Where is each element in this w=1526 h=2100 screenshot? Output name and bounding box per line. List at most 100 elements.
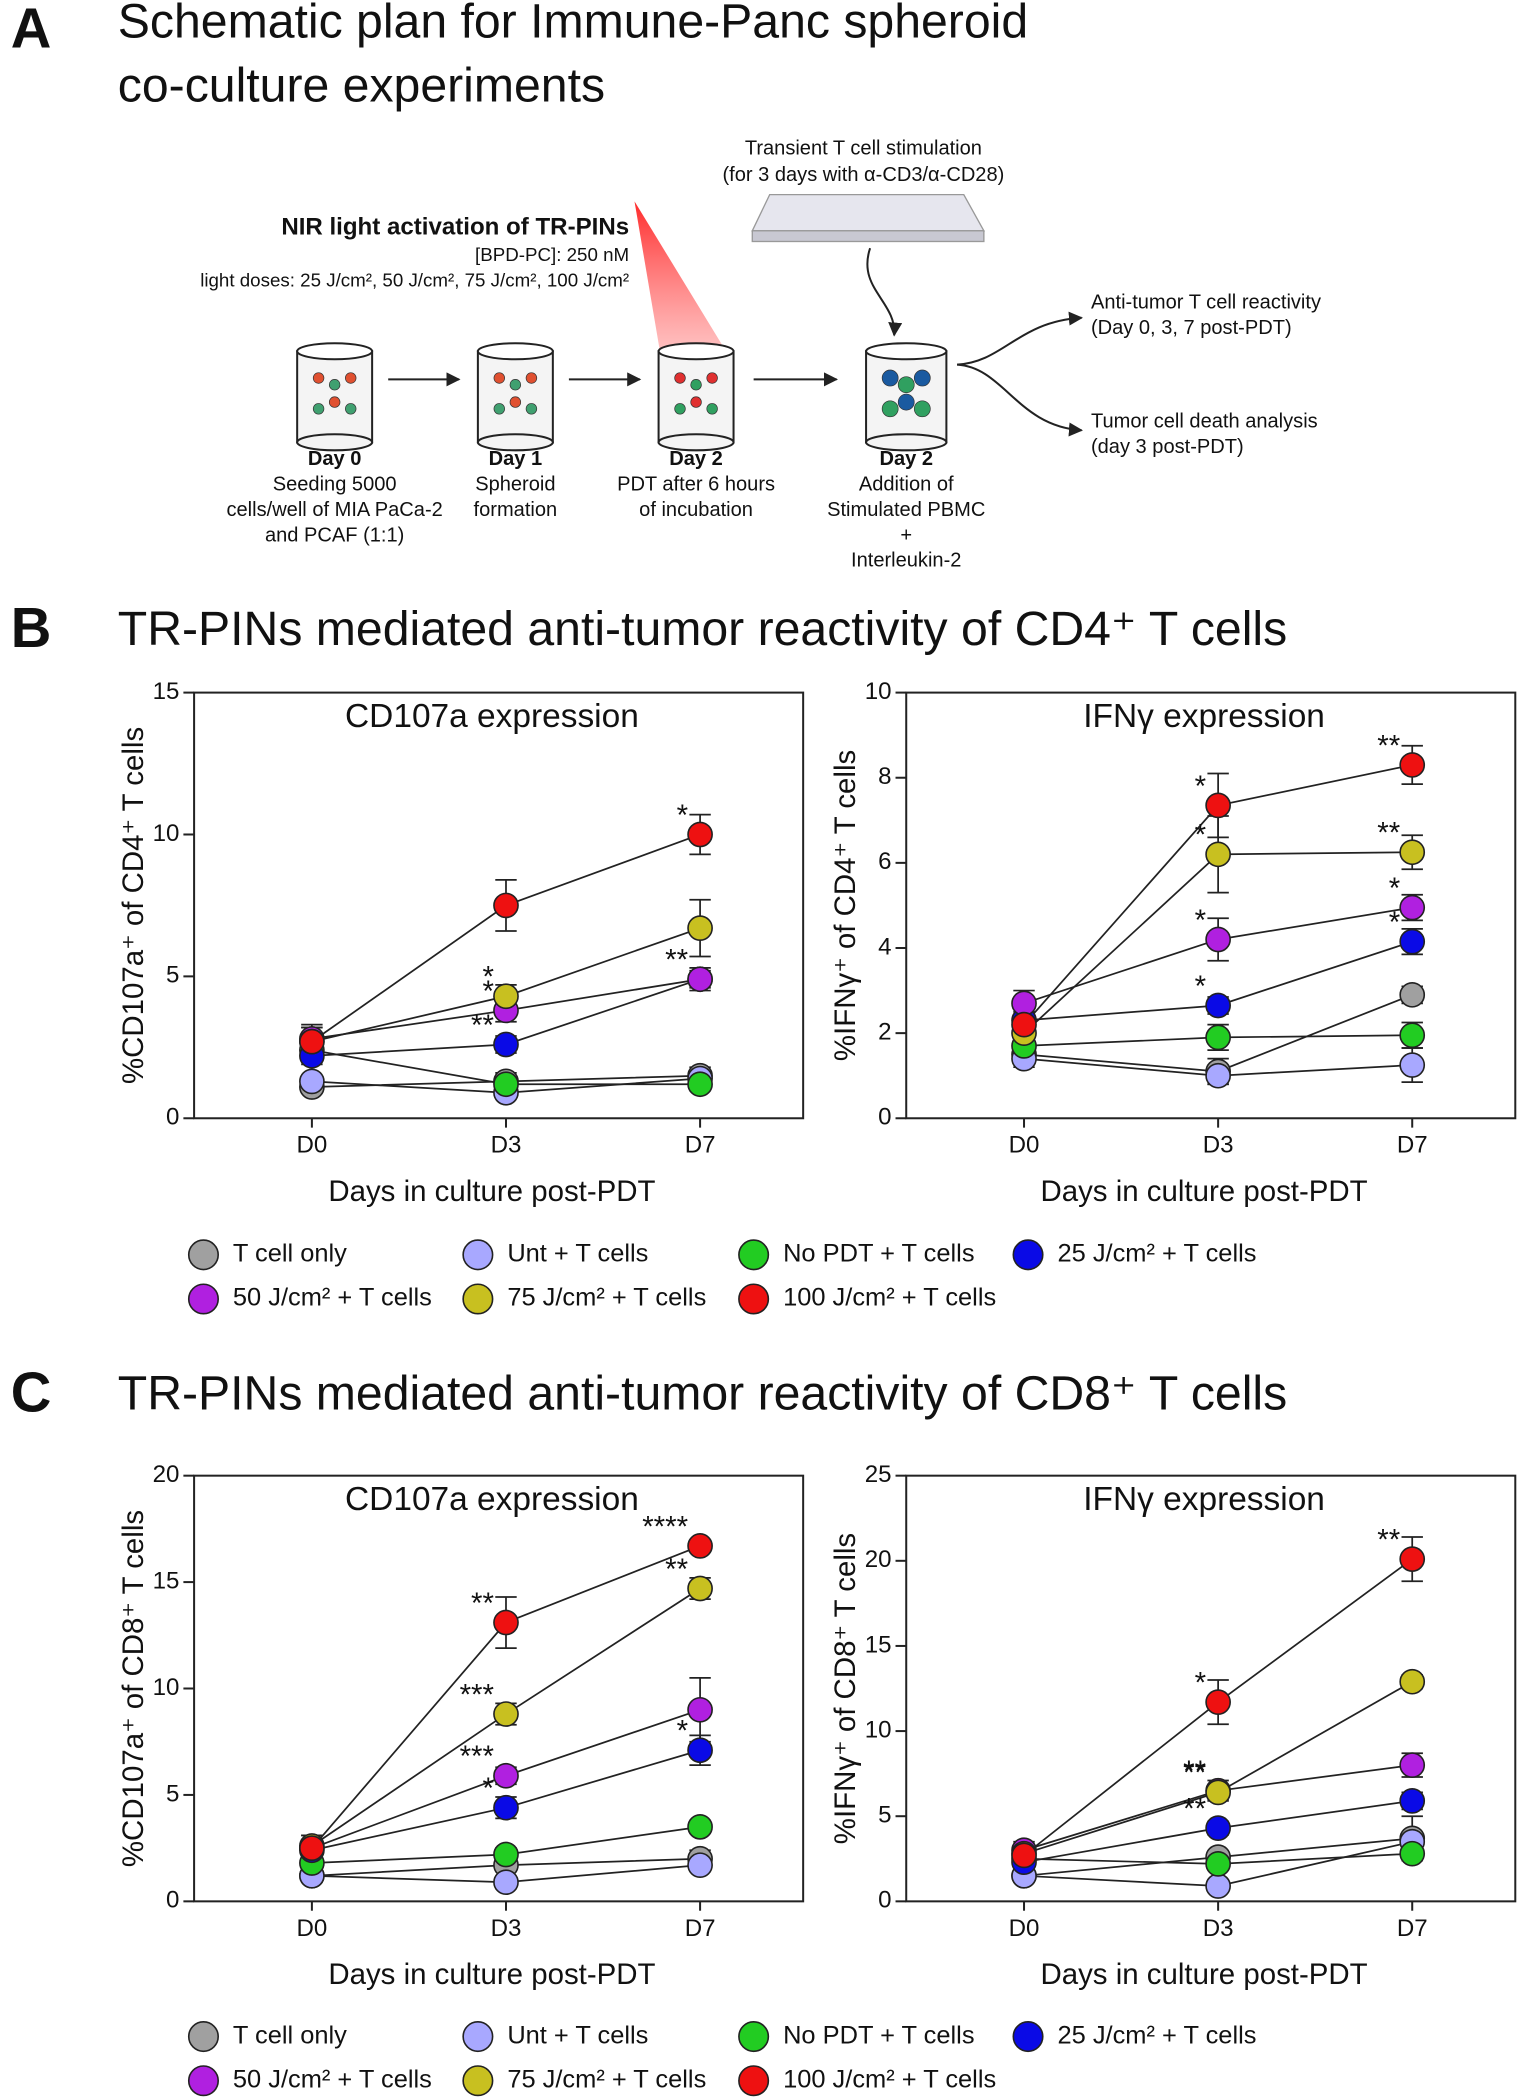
cell xyxy=(509,396,522,408)
well-top xyxy=(657,342,735,361)
light-doses: light doses: 25 J/cm², 50 J/cm², 75 J/cm… xyxy=(200,270,629,291)
legend-marker xyxy=(738,2065,770,2097)
step-text: Spheroid xyxy=(475,473,555,495)
x-tick-label: D3 xyxy=(491,1132,522,1159)
marker xyxy=(687,1575,713,1602)
marker xyxy=(687,966,713,993)
y-tick-label: 20 xyxy=(153,1461,180,1488)
legend-marker xyxy=(462,2021,494,2053)
marker xyxy=(1399,1546,1426,1572)
panel-letter: B xyxy=(11,596,52,659)
marker xyxy=(1205,1851,1231,1877)
step-day: Day 0 xyxy=(308,448,362,470)
marker xyxy=(687,1814,713,1840)
cell xyxy=(881,400,899,418)
well-top xyxy=(476,342,554,361)
significance: * xyxy=(1195,770,1206,803)
cell xyxy=(706,372,718,384)
x-tick-label: D0 xyxy=(297,1132,328,1159)
chart: IFNγ expression 0 2 4 6 8 10 D0 D3 D7 Days in cult… xyxy=(829,678,1517,1208)
cell xyxy=(328,379,341,391)
marker xyxy=(493,1869,519,1896)
legend-label: 75 J/cm² + T cells xyxy=(507,2065,706,2093)
x-tick-label: D3 xyxy=(1203,1915,1234,1942)
arrow xyxy=(957,363,1083,437)
light-beam xyxy=(634,201,731,360)
x-tick-label: D7 xyxy=(1397,1132,1428,1159)
step-text: + xyxy=(900,524,912,546)
significance: * xyxy=(1195,819,1206,852)
marker xyxy=(1205,926,1231,953)
significance: ** xyxy=(1183,1757,1206,1790)
significance: **** xyxy=(642,1510,688,1543)
legend-marker xyxy=(462,2065,494,2097)
cell xyxy=(493,372,505,384)
significance: * xyxy=(677,799,688,832)
cell xyxy=(345,403,357,415)
step-text: PDT after 6 hours xyxy=(617,473,775,495)
marker xyxy=(1399,894,1426,921)
legend-marker xyxy=(462,1283,494,1315)
legend-label: 100 J/cm² + T cells xyxy=(783,2065,996,2093)
y-tick-label: 10 xyxy=(153,820,180,847)
cell xyxy=(312,372,325,384)
y-tick-label: 4 xyxy=(878,933,891,960)
cell xyxy=(690,396,702,408)
chart: IFNγ expression 0 5 10 15 20 25 D0 D3 D7 Days in c… xyxy=(829,1461,1517,1991)
chart-title: IFNγ expression xyxy=(1083,698,1325,735)
significance: ** xyxy=(665,1553,688,1586)
outcome-text: (day 3 post-PDT) xyxy=(1091,436,1244,458)
marker xyxy=(1399,928,1426,955)
cell xyxy=(525,403,538,415)
step-day: Day 1 xyxy=(489,448,543,470)
chart: CD107a expression 0 5 10 15 20 D0 D3 D7 Days in c… xyxy=(117,1461,805,1991)
chart-title: CD107a expression xyxy=(345,698,639,735)
marker xyxy=(493,1841,519,1868)
outcome-text: Anti-tumor T cell reactivity xyxy=(1091,291,1321,313)
legend-marker xyxy=(738,2021,770,2053)
marker xyxy=(493,892,519,919)
panel-title: TR-PINs mediated anti-tumor reactivity o… xyxy=(118,602,1287,656)
panel-title: co-culture experiments xyxy=(118,59,605,113)
cell xyxy=(690,379,702,391)
legend-marker xyxy=(187,2065,219,2097)
legend-label: T cell only xyxy=(233,2021,347,2049)
y-tick-label: 0 xyxy=(878,1104,891,1131)
step-text: Addition of xyxy=(859,473,954,495)
cell xyxy=(345,372,357,384)
cell xyxy=(897,393,915,411)
plot-frame xyxy=(905,1474,1517,1903)
significance: * xyxy=(1389,872,1400,905)
legend-marker xyxy=(738,1283,770,1315)
significance: ** xyxy=(1183,1793,1206,1826)
significance: *** xyxy=(460,1740,494,1773)
outcome-text: (Day 0, 3, 7 post-PDT) xyxy=(1091,317,1292,339)
legend-label: No PDT + T cells xyxy=(783,1240,974,1268)
marker xyxy=(1399,752,1426,778)
y-tick-label: 10 xyxy=(865,1716,892,1743)
well-bottom xyxy=(657,433,735,452)
cell xyxy=(881,369,899,387)
x-tick-label: D7 xyxy=(1397,1915,1428,1942)
step-text: of incubation xyxy=(639,499,753,521)
significance: ** xyxy=(665,944,688,977)
y-tick-label: 10 xyxy=(865,678,892,705)
step-text: cells/well of MIA PaCa-2 xyxy=(226,499,442,521)
legend-label: No PDT + T cells xyxy=(783,2021,974,2049)
cell xyxy=(525,372,538,384)
significance: *** xyxy=(460,1678,494,1711)
legend-marker xyxy=(738,1239,770,1271)
y-axis-label: %IFNγ⁺ of CD4⁺ T cells xyxy=(829,750,862,1061)
legend-marker xyxy=(1012,1239,1044,1271)
well-bottom xyxy=(865,433,948,452)
legend-label: 25 J/cm² + T cells xyxy=(1057,2021,1256,2049)
cell xyxy=(674,372,686,384)
marker xyxy=(687,1071,713,1098)
marker xyxy=(1011,1011,1037,1038)
x-tick-label: D3 xyxy=(491,1915,522,1942)
step-text: formation xyxy=(474,499,558,521)
x-axis-label: Days in culture post-PDT xyxy=(328,1958,655,1991)
significance: * xyxy=(1195,970,1206,1003)
y-tick-label: 2 xyxy=(878,1018,891,1045)
